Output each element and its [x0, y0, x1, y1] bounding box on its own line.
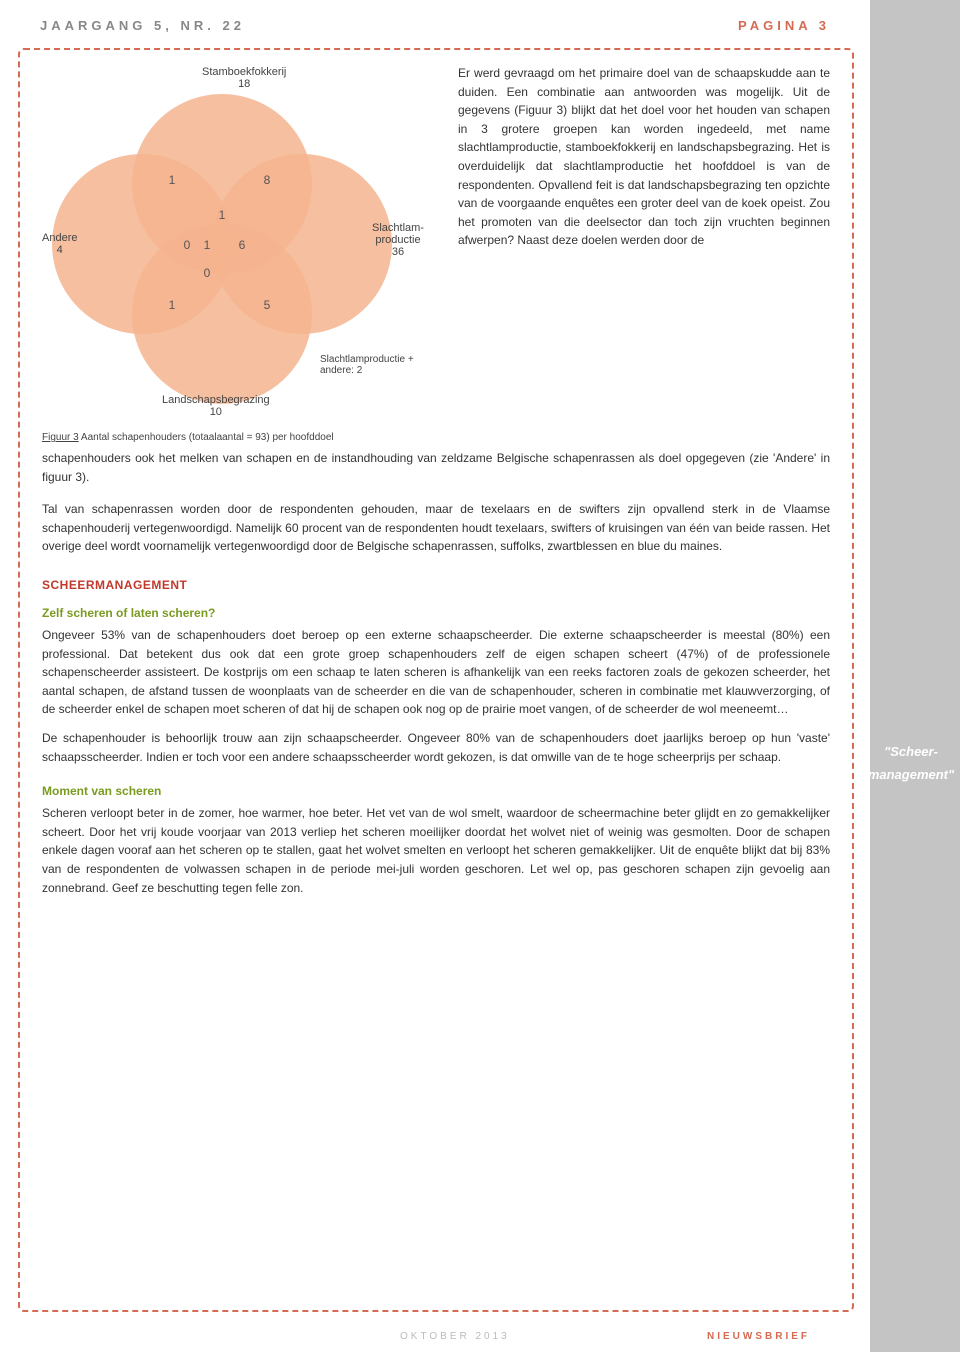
page-footer: OKTOBER 2013 NIEUWSBRIEF	[0, 1331, 870, 1342]
figure-caption: Figuur 3 Aantal schapenhouders (totaalaa…	[42, 432, 442, 443]
venn-category-label: Andere4	[42, 232, 77, 256]
header-left: JAARGANG 5, NR. 22	[40, 18, 245, 33]
sidebar	[870, 0, 960, 1352]
paragraph-zelf-scheren-b: De schapenhouder is behoorlijk trouw aan…	[42, 729, 830, 766]
venn-value: 1	[169, 298, 176, 312]
paragraph-rassen: Tal van schapenrassen worden door de res…	[42, 500, 830, 556]
heading-scheermanagement: SCHEERMANAGEMENT	[42, 578, 830, 592]
venn-extra-label: Slachtlamproductie + andere: 2	[320, 354, 442, 376]
side-quote: "Scheer- management"	[866, 740, 956, 787]
venn-value: 1	[204, 238, 211, 252]
venn-value: 0	[184, 238, 191, 252]
venn-category-label: Landschapsbegrazing10	[162, 394, 270, 418]
footer-right: NIEUWSBRIEF	[707, 1331, 810, 1342]
venn-category-label: Slachtlam-productie36	[372, 222, 424, 258]
heading-zelf-scheren: Zelf scheren of laten scheren?	[42, 606, 830, 620]
footer-left: OKTOBER 2013	[400, 1331, 510, 1342]
venn-value: 8	[264, 173, 271, 187]
venn-category-label: Stamboekfokkerij18	[202, 66, 286, 90]
venn-figure: 181016015 Stamboekfokkerij18Slachtlam-pr…	[42, 64, 442, 443]
figure-paragraph: Er werd gevraagd om het primaire doel va…	[458, 64, 830, 250]
page-header: JAARGANG 5, NR. 22 PAGINA 3	[0, 0, 870, 33]
venn-value: 5	[264, 298, 271, 312]
after-figure-text: schapenhouders ook het melken van schape…	[42, 449, 830, 486]
content-box: 181016015 Stamboekfokkerij18Slachtlam-pr…	[18, 48, 854, 1312]
venn-value: 0	[204, 266, 211, 280]
venn-value: 1	[219, 208, 226, 222]
venn-value: 6	[239, 238, 246, 252]
heading-moment: Moment van scheren	[42, 784, 830, 798]
paragraph-zelf-scheren: Ongeveer 53% van de schapenhouders doet …	[42, 626, 830, 719]
paragraph-moment: Scheren verloopt beter in de zomer, hoe …	[42, 804, 830, 897]
venn-value: 1	[169, 173, 176, 187]
header-right: PAGINA 3	[738, 18, 830, 33]
